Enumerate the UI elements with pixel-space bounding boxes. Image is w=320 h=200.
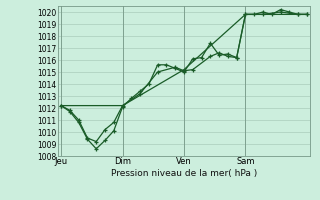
- X-axis label: Pression niveau de la mer( hPa ): Pression niveau de la mer( hPa ): [111, 169, 257, 178]
